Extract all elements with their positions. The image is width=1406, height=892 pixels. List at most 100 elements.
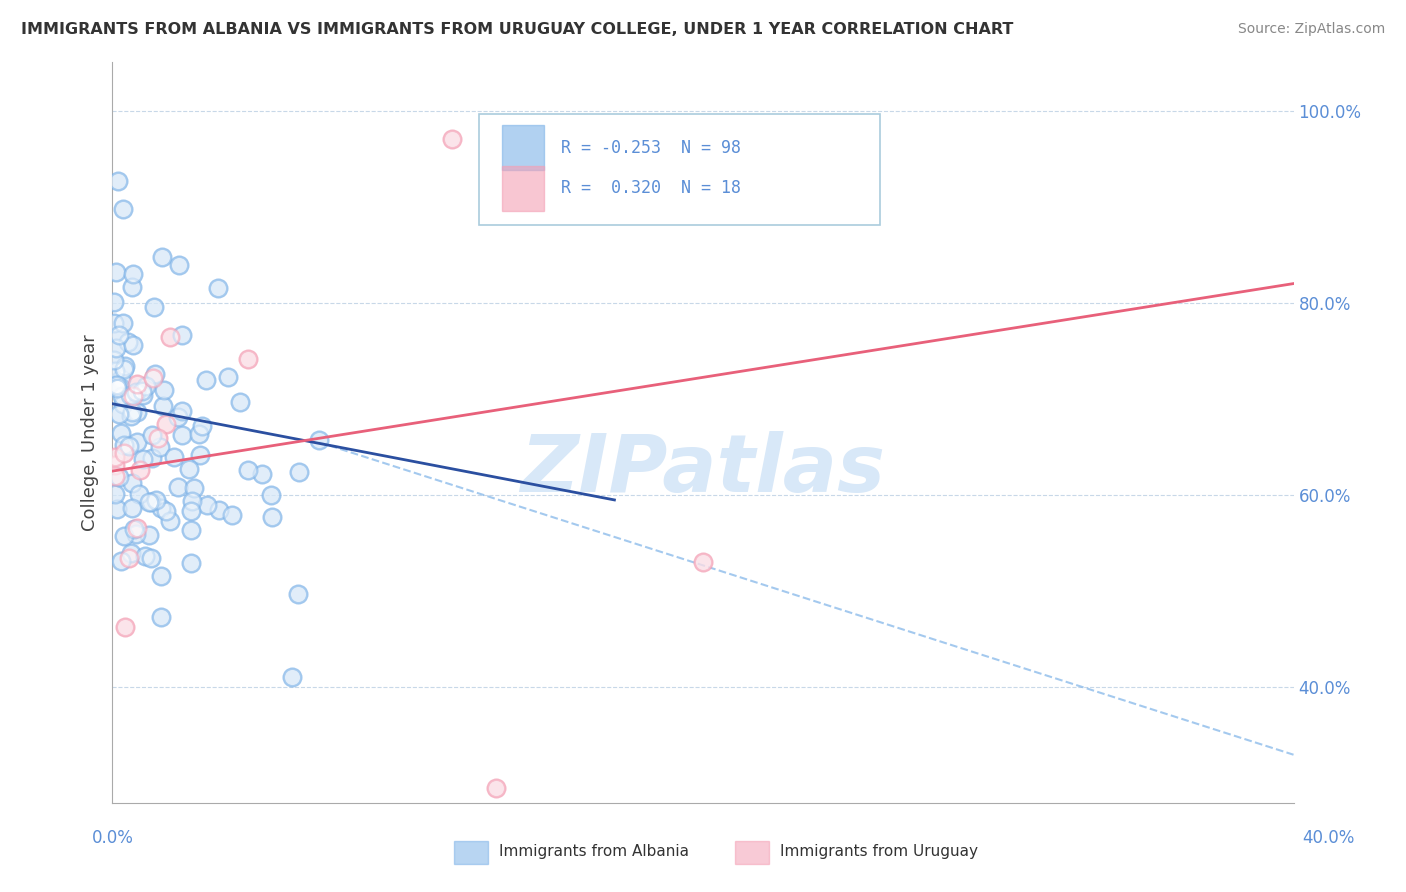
Point (195, 373, 218, 387)
Point (104, 450, 127, 464)
FancyBboxPatch shape (502, 126, 544, 169)
Point (177, 462, 200, 476)
Point (110, 372, 132, 386)
Point (121, 405, 143, 419)
Point (135, 379, 157, 393)
Point (114, 359, 136, 374)
Point (125, 434, 148, 449)
Point (180, 523, 202, 537)
Point (259, 488, 281, 502)
Point (149, 440, 172, 454)
Point (221, 508, 243, 523)
Point (167, 481, 190, 495)
Point (108, 407, 131, 421)
Point (122, 389, 145, 403)
Point (104, 364, 127, 378)
Point (117, 334, 139, 349)
Point (153, 383, 176, 397)
Point (103, 352, 125, 367)
Point (125, 521, 148, 535)
Point (105, 378, 128, 392)
Point (159, 515, 181, 529)
Point (207, 281, 229, 295)
Point (159, 330, 181, 344)
Point (104, 458, 127, 473)
Point (250, 467, 273, 481)
Point (441, 132, 464, 146)
Point (138, 495, 160, 509)
Point (149, 569, 172, 583)
Point (229, 395, 252, 409)
Point (150, 251, 173, 265)
Point (141, 550, 163, 565)
Point (180, 504, 202, 518)
Point (141, 427, 163, 442)
Point (143, 368, 166, 382)
Point (103, 316, 125, 330)
Point (118, 388, 141, 402)
Point (108, 470, 131, 484)
Point (236, 463, 259, 477)
Point (280, 670, 302, 684)
Point (236, 352, 259, 367)
Point (142, 371, 165, 385)
Point (112, 529, 135, 543)
Point (166, 410, 188, 425)
Point (112, 397, 135, 411)
Point (108, 327, 131, 342)
Point (114, 620, 136, 634)
Point (163, 450, 186, 464)
Point (187, 427, 209, 442)
Point (197, 498, 219, 512)
Point (125, 385, 148, 400)
Point (105, 381, 128, 395)
Point (120, 409, 142, 424)
Point (150, 251, 173, 265)
Point (155, 417, 177, 432)
Point (217, 370, 239, 384)
Point (143, 300, 166, 314)
Point (105, 378, 128, 392)
FancyBboxPatch shape (478, 114, 880, 226)
Point (159, 330, 181, 344)
Point (217, 370, 239, 384)
Point (114, 359, 136, 374)
Point (112, 397, 135, 411)
Point (280, 670, 302, 684)
Point (104, 487, 127, 501)
Point (170, 328, 193, 343)
Point (105, 378, 128, 392)
Point (138, 527, 160, 541)
Point (125, 521, 148, 535)
Point (188, 448, 211, 462)
Point (127, 376, 149, 391)
Point (104, 364, 127, 378)
Point (104, 341, 127, 355)
Point (105, 378, 128, 392)
Point (107, 501, 129, 516)
Point (112, 316, 135, 330)
Point (125, 434, 148, 449)
Point (146, 431, 169, 445)
Point (141, 451, 163, 466)
Point (143, 300, 166, 314)
Point (117, 334, 139, 349)
Point (111, 389, 134, 403)
Point (112, 362, 135, 376)
Point (121, 501, 143, 516)
Point (118, 388, 141, 402)
Point (110, 425, 132, 440)
Point (108, 470, 131, 484)
Point (122, 522, 145, 536)
Point (150, 610, 173, 624)
Point (287, 587, 309, 601)
Point (125, 385, 148, 400)
Point (308, 433, 330, 447)
Point (138, 527, 160, 541)
Point (180, 523, 202, 537)
Point (692, 556, 714, 570)
Y-axis label: College, Under 1 year: College, Under 1 year (80, 334, 98, 531)
Point (112, 316, 135, 330)
Point (208, 503, 231, 517)
Point (121, 280, 143, 294)
